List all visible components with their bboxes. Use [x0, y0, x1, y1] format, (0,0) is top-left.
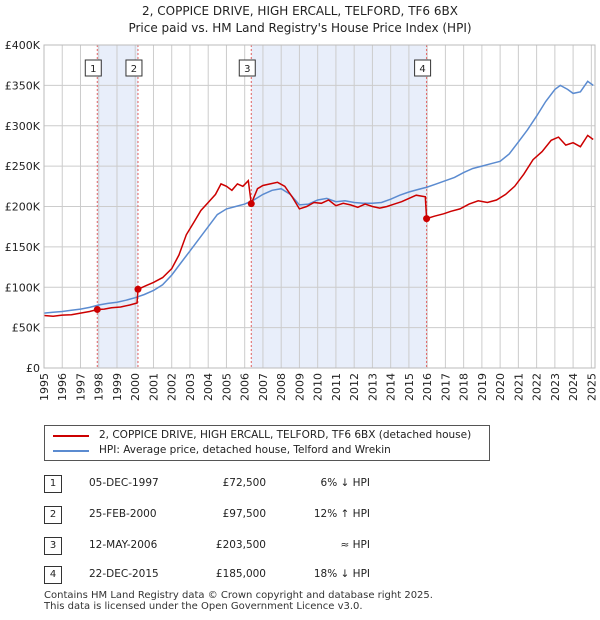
y-tick-label: £250K — [5, 160, 41, 173]
y-tick-label: £0 — [26, 362, 40, 375]
transaction-date: 22-DEC-2015 — [89, 568, 159, 580]
transaction-hpi: 6% ↓ HPI — [320, 477, 370, 489]
sale-number-box — [125, 59, 143, 77]
transaction-date: 05-DEC-1997 — [89, 477, 159, 489]
sale-number-box — [238, 59, 256, 77]
y-tick-label: £200K — [5, 201, 41, 214]
x-tick-label: 2021 — [512, 373, 525, 401]
x-tick-label: 2018 — [458, 373, 471, 401]
x-tick-label: 2020 — [494, 373, 507, 401]
transaction-price: £72,500 — [222, 477, 266, 489]
x-tick-label: 2012 — [348, 373, 361, 401]
x-tick-label: 1999 — [111, 373, 124, 401]
x-tick-label: 2025 — [585, 373, 598, 401]
x-tick-label: 2010 — [312, 373, 325, 401]
y-tick-label: £100K — [5, 281, 41, 294]
transaction-number: 2 — [44, 506, 62, 524]
sale-number-label: 1 — [90, 64, 96, 75]
legend-price-label: 2, COPPICE DRIVE, HIGH ERCALL, TELFORD, … — [99, 429, 472, 441]
sale-point — [93, 305, 101, 313]
sale-number-box — [414, 59, 432, 77]
sale-number-label: 3 — [244, 64, 250, 75]
x-tick-label: 2013 — [366, 373, 379, 401]
sale-number-box — [84, 59, 102, 77]
x-tick-label: 2024 — [567, 373, 580, 401]
x-tick-label: 2009 — [293, 373, 306, 401]
transaction-number: 3 — [44, 537, 62, 555]
y-tick-label: £50K — [12, 322, 41, 335]
x-tick-label: 2004 — [202, 373, 215, 401]
x-tick-label: 2017 — [439, 373, 452, 401]
x-tick-label: 2005 — [220, 373, 233, 401]
legend-hpi-label: HPI: Average price, detached house, Telf… — [99, 444, 391, 456]
footer-license: This data is licensed under the Open Gov… — [44, 601, 363, 612]
x-tick-label: 2016 — [421, 373, 434, 401]
x-tick-label: 2002 — [166, 373, 179, 401]
x-tick-label: 2011 — [330, 373, 343, 401]
transaction-price: £185,000 — [215, 568, 266, 580]
transaction-hpi: ≈ HPI — [340, 539, 370, 551]
plot-frame — [43, 44, 596, 369]
chart-subtitle: Price paid vs. HM Land Registry's House … — [128, 21, 472, 35]
y-tick-label: £400K — [5, 39, 41, 52]
price-chart: 1 2 3 4 £0 £50K £100K £150K £200K £250K £300K £350K… — [5, 39, 599, 401]
x-tick-label: 2006 — [239, 373, 252, 401]
x-tick-label: 1998 — [93, 373, 106, 401]
x-tick-label: 2003 — [184, 373, 197, 401]
y-tick-label: £300K — [5, 120, 41, 133]
legend-hpi-swatch — [53, 450, 89, 452]
sale-point — [134, 285, 142, 293]
x-tick-label: 2015 — [403, 373, 416, 401]
x-tick-label: 2008 — [275, 373, 288, 401]
y-tick-label: £350K — [5, 79, 41, 92]
x-tick-label: 1996 — [56, 373, 69, 401]
sale-number-label: 4 — [419, 64, 425, 75]
x-tick-label: 1997 — [74, 373, 87, 401]
x-tick-label: 1995 — [38, 373, 51, 401]
sale-point — [247, 200, 255, 208]
x-tick-label: 2023 — [549, 373, 562, 401]
x-tick-label: 2019 — [476, 373, 489, 401]
footer-copyright: Contains HM Land Registry data © Crown c… — [44, 590, 433, 601]
transaction-date: 12-MAY-2006 — [89, 539, 158, 551]
sale-number-label: 2 — [131, 64, 137, 75]
transaction-hpi: 18% ↓ HPI — [313, 568, 370, 580]
transaction-price: £97,500 — [222, 508, 266, 520]
x-tick-label: 2007 — [257, 373, 270, 401]
legend-price-swatch — [53, 435, 89, 437]
x-tick-label: 2001 — [147, 373, 160, 401]
chart-legend: 2, COPPICE DRIVE, HIGH ERCALL, TELFORD, … — [44, 425, 490, 461]
sale-point — [423, 215, 431, 223]
transaction-hpi: 12% ↑ HPI — [313, 508, 370, 520]
x-tick-label: 2014 — [385, 373, 398, 401]
footer-attribution: Contains HM Land Registry data © Crown c… — [44, 590, 433, 612]
transaction-number: 1 — [44, 475, 62, 493]
chart-title: 2, COPPICE DRIVE, HIGH ERCALL, TELFORD, … — [142, 4, 458, 18]
x-tick-label: 2000 — [129, 373, 142, 401]
transaction-number: 4 — [44, 566, 62, 584]
x-tick-label: 2022 — [531, 373, 544, 401]
transaction-price: £203,500 — [215, 539, 266, 551]
y-tick-label: £150K — [5, 241, 41, 254]
transaction-date: 25-FEB-2000 — [89, 508, 157, 520]
hpi-line — [43, 80, 594, 314]
